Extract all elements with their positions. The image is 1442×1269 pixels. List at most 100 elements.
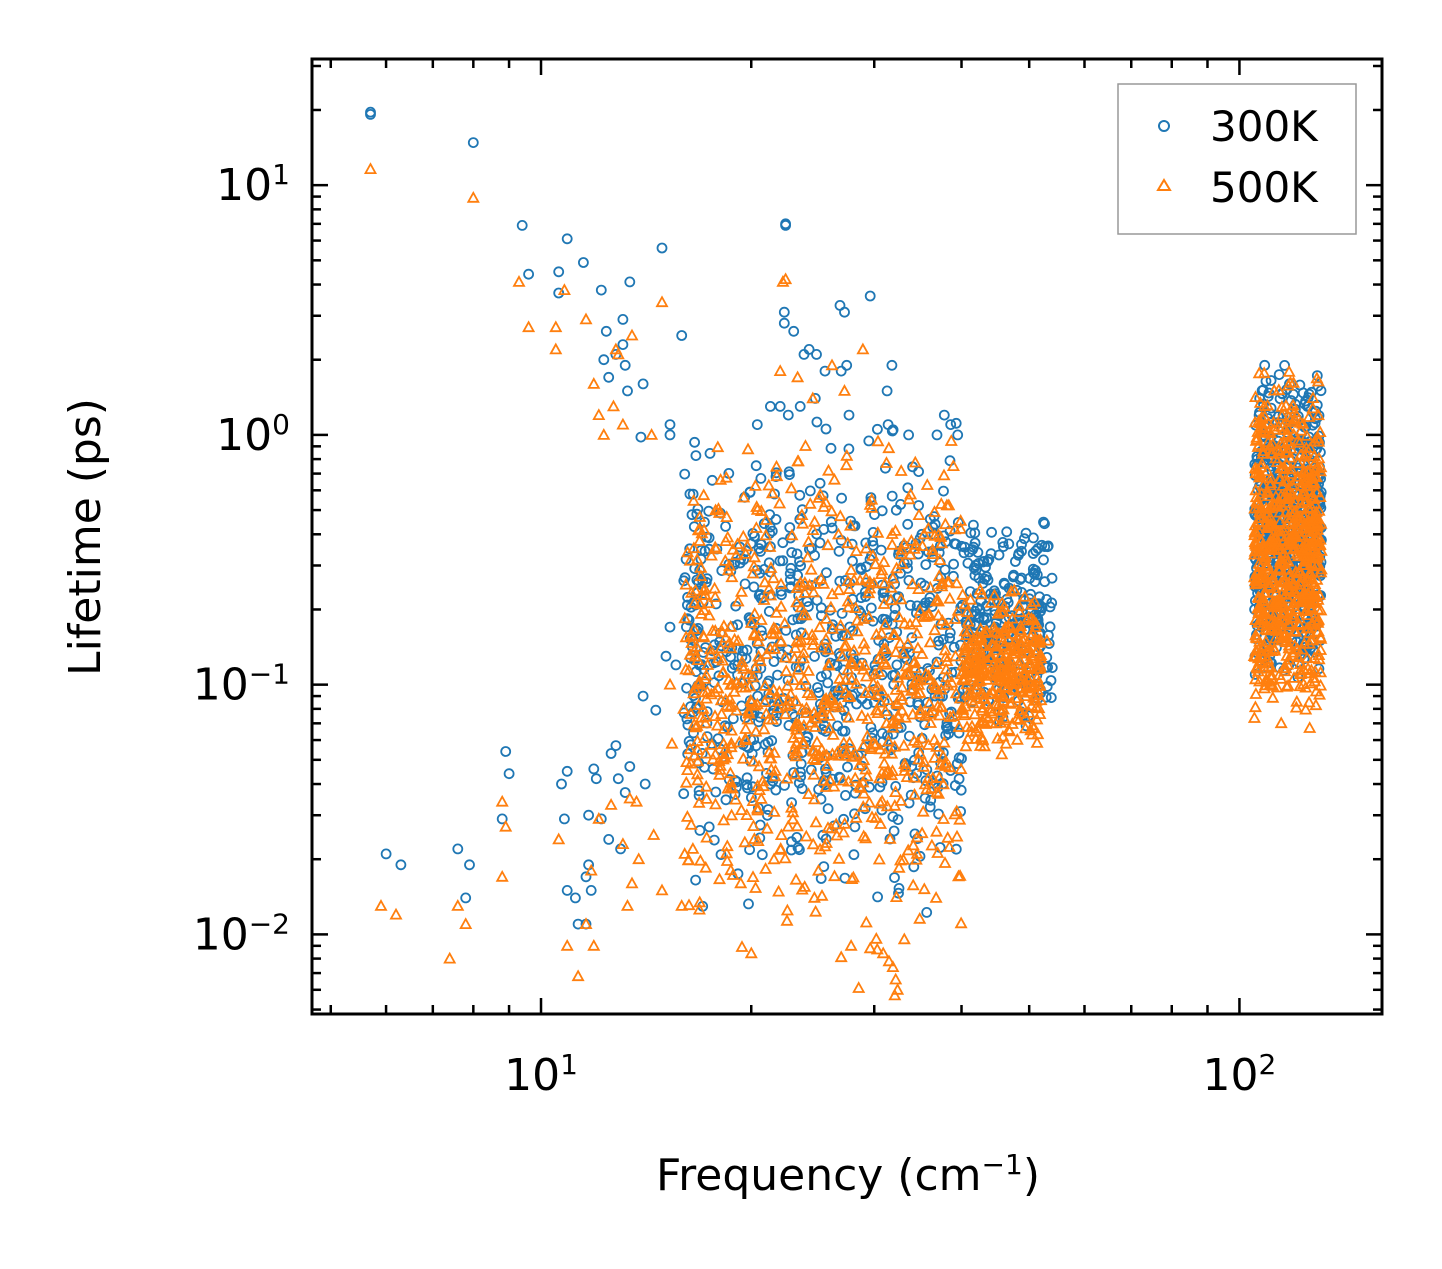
data-point-300k	[503, 768, 515, 780]
data-point-300k	[811, 416, 823, 428]
data-point-500k	[1313, 490, 1327, 503]
data-point-500k	[894, 794, 908, 806]
data-point-300k	[822, 803, 834, 815]
data-point-500k	[748, 661, 762, 673]
data-point-500k	[1303, 721, 1317, 733]
data-point-500k	[859, 915, 873, 928]
data-point-500k	[843, 518, 858, 531]
data-point-500k	[1251, 616, 1265, 628]
data-point-300k	[796, 504, 808, 516]
data-point-500k	[881, 734, 895, 747]
data-point-500k	[1286, 376, 1301, 388]
data-point-500k	[836, 825, 851, 838]
data-point-500k	[1305, 513, 1319, 526]
data-point-500k	[693, 510, 707, 522]
data-point-300k	[938, 409, 950, 421]
data-point-500k	[752, 649, 766, 662]
data-point-500k	[1021, 673, 1035, 685]
data-point-300k	[1001, 526, 1013, 538]
data-point-500k	[931, 608, 945, 621]
data-point-500k	[936, 749, 950, 762]
data-point-500k	[841, 774, 856, 787]
data-point-500k	[848, 771, 862, 784]
data-point-500k	[804, 562, 818, 575]
data-point-500k	[1018, 589, 1032, 602]
data-point-300k	[913, 466, 924, 478]
data-point-500k	[954, 522, 968, 534]
data-point-500k	[1261, 489, 1275, 502]
data-point-500k	[1289, 700, 1303, 713]
data-point-500k	[1309, 684, 1323, 697]
data-point-500k	[717, 737, 731, 749]
data-point-500k	[693, 534, 707, 546]
data-point-300k	[849, 821, 861, 833]
y-tick-label: 10−2	[193, 907, 290, 961]
data-point-500k	[1304, 584, 1318, 596]
data-point-500k	[738, 835, 752, 848]
data-point-500k	[1267, 422, 1281, 435]
data-point-300k	[788, 325, 800, 337]
data-point-300k	[768, 656, 780, 667]
data-point-500k	[948, 649, 963, 662]
data-point-500k	[862, 610, 876, 622]
data-point-500k	[1309, 546, 1323, 559]
data-point-500k	[874, 695, 888, 708]
data-point-300k	[686, 509, 698, 521]
data-point-300k	[998, 577, 1010, 589]
data-point-500k	[961, 614, 975, 627]
data-point-500k	[693, 895, 707, 908]
data-point-300k	[727, 713, 739, 725]
data-point-500k	[797, 646, 811, 658]
data-point-500k	[896, 646, 911, 659]
data-point-500k	[1025, 597, 1039, 610]
data-point-500k	[495, 869, 509, 882]
data-point-500k	[832, 583, 846, 596]
data-point-300k	[886, 490, 898, 502]
data-point-500k	[690, 767, 704, 780]
data-point-500k	[961, 732, 975, 744]
data-point-500k	[1300, 651, 1314, 664]
data-point-500k	[960, 720, 974, 733]
data-point-500k	[787, 651, 802, 664]
data-point-300k	[635, 431, 647, 443]
data-point-500k	[495, 794, 509, 807]
data-point-300k	[679, 468, 691, 480]
data-point-500k	[815, 888, 829, 901]
data-point-500k	[625, 876, 639, 889]
data-point-300k	[750, 460, 762, 472]
data-point-500k	[1302, 410, 1316, 422]
data-point-500k	[886, 713, 900, 726]
data-point-500k	[1028, 632, 1042, 645]
data-point-500k	[903, 617, 917, 630]
data-point-500k	[845, 872, 859, 884]
data-point-500k	[889, 972, 903, 985]
data-point-500k	[995, 747, 1009, 760]
data-point-500k	[592, 408, 606, 421]
data-point-500k	[691, 653, 705, 665]
data-point-300k	[832, 720, 843, 732]
data-point-500k	[960, 666, 974, 679]
data-point-500k	[1012, 599, 1026, 611]
data-point-300k	[902, 482, 914, 494]
data-point-500k	[1004, 674, 1018, 687]
data-point-300k	[776, 589, 787, 601]
x-axis-label: Frequency (cm−1)	[656, 1148, 1040, 1202]
data-point-500k	[1290, 694, 1304, 707]
data-point-500k	[934, 497, 948, 509]
data-point-300k	[452, 843, 464, 855]
data-point-300k	[920, 559, 932, 570]
data-point-500k	[690, 552, 704, 565]
data-point-500k	[789, 872, 803, 885]
data-point-300k	[637, 690, 649, 702]
data-point-500k	[969, 724, 983, 736]
data-point-500k	[841, 662, 855, 675]
data-point-500k	[1294, 593, 1308, 606]
data-point-500k	[822, 658, 836, 671]
data-point-500k	[687, 717, 701, 730]
data-point-300k	[953, 773, 965, 785]
data-point-500k	[1261, 398, 1275, 411]
data-point-300k	[1045, 692, 1057, 703]
data-point-300k	[842, 761, 853, 773]
data-point-500k	[1262, 644, 1276, 657]
data-point-300k	[516, 219, 528, 231]
